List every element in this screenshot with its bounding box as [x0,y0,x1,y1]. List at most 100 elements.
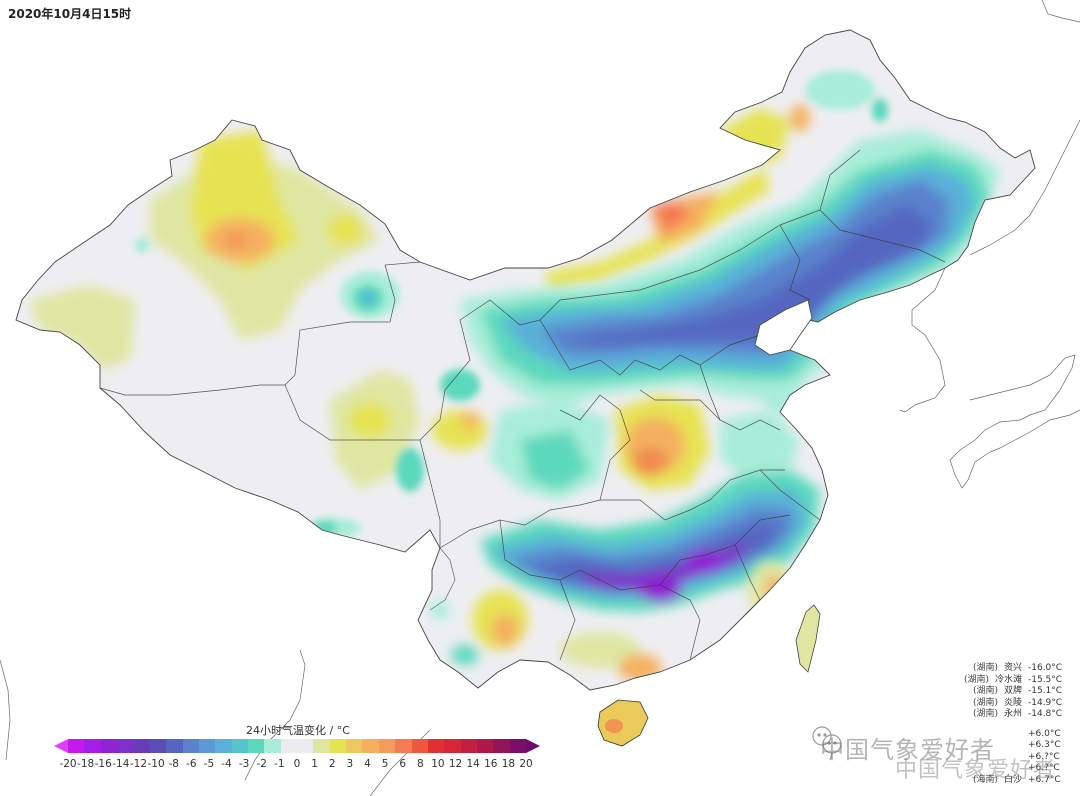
legend-tick: -2 [256,758,268,770]
legend-tick: -14 [112,758,130,770]
legend-tick: -6 [186,758,197,770]
legend-cell [395,739,412,753]
station-row: (海南) 白沙 +6.7°C [964,775,1070,787]
legend-tick: -16 [94,758,112,770]
legend-tick: -1 [274,758,285,770]
taiwan-island [795,604,821,673]
station-row: +6.3°C [964,740,1070,752]
station-value: -14.9°C [1028,697,1063,708]
temperature-field [30,70,1000,682]
station-province: (湖南) [963,674,989,685]
legend-tick: 16 [484,758,498,770]
legend-tick: 3 [346,758,354,770]
watermark-text-shadow: 中国气象爱好者 [895,758,1057,783]
legend-tick: -18 [77,758,95,770]
legend-cell [231,739,248,753]
station-value: +6.?°C [1028,763,1060,773]
hainan-warm-spot [605,719,623,733]
station-province: (湖南) [972,663,998,673]
station-row: +6.?°C [964,763,1070,775]
legend-tick: -10 [147,758,165,770]
legend-tick: -3 [238,758,250,770]
legend-tick: -20 [59,758,77,770]
legend-tick: 0 [293,758,301,770]
station-name: 炎陵 [1003,697,1022,708]
legend-tick: -12 [129,758,148,770]
legend-cell [166,739,183,753]
legend-tick: 2 [328,758,336,770]
legend-cell [264,739,281,753]
station-province: (湖南) [972,709,998,719]
hainan-island [597,699,649,747]
legend-cell [198,739,216,753]
legend-tick-labels: -20 -18 -16 -14 -12 -10 -8 -6 -5 -4 -3 -2 -1 0 1 2 3 4 5 6 8… [59,758,532,772]
station-province: (湖南) [972,686,998,696]
station-value: -15.1°C [1028,686,1063,696]
station-value: -16.0°C [1028,663,1063,673]
legend-cell [313,739,330,753]
station-value: +6.3°C [1028,740,1061,750]
legend-tick: 1 [311,758,318,770]
legend-cell [378,739,396,753]
legend-cell [297,739,314,753]
legend-tick: -8 [168,758,179,770]
station-province: (湖南) [972,697,998,708]
watermark-text: 中国气象爱好者 [820,736,995,764]
legend-tick: 12 [448,758,463,770]
legend-title: 24小时气温变化 / °C [246,724,350,737]
station-row: (湖南) 永州 -14.8°C [964,709,1070,721]
legend-cell [509,739,527,753]
station-name: 白沙 [1003,774,1022,785]
station-name: 资兴 [1003,663,1022,673]
station-row: (湖南) 资兴 -16.0°C [964,663,1070,675]
legend-cell [411,739,428,753]
station-value: +6.0°C [1028,728,1061,739]
legend-tick: -4 [221,758,232,770]
map-title: 2020年10月4日15时 [8,7,132,21]
legend-cell [133,739,150,753]
legend-tick: 10 [431,758,445,770]
station-row: +6.?°C [964,752,1070,764]
legend-tick: 6 [399,758,407,770]
station-row: (湖南) 冷水滩 -15.5°C [964,675,1070,687]
station-value: +6.7°C [1028,774,1061,785]
province-borders [99,149,946,661]
station-name: 冷水滩 [994,674,1022,685]
station-row: (湖南) 双牌 -15.1°C [964,686,1070,698]
station-province: (海南) [972,774,998,785]
legend-cell [346,739,363,753]
legend-cell [329,739,347,753]
legend-cell [215,739,232,753]
legend-cell [427,739,445,753]
legend-cell [100,739,118,753]
station-name: 永州 [1003,709,1022,719]
legend-tick: 8 [416,758,424,770]
station-row: (湖南) 炎陵 -14.9°C [964,698,1070,710]
legend-cell [68,739,85,753]
station-value: -15.5°C [1028,674,1063,685]
station-extremes: (湖南) 资兴 -16.0°C (湖南) 冷水滩 -15.5°C (湖南) 双牌… [964,663,1070,786]
legend-colorbar [54,739,541,753]
station-name: 双牌 [1003,686,1022,696]
legend-underflow-arrow [54,739,68,753]
legend-cell [444,739,461,753]
legend-cell [84,739,101,753]
bohai-sea [754,299,813,356]
station-value: -14.8°C [1028,709,1063,719]
legend-tick: 20 [519,758,533,770]
legend-cell [182,739,199,753]
legend-tick: 5 [381,758,389,770]
legend-tick: 18 [501,758,516,770]
legend-cell [149,739,167,753]
station-value: +6.?°C [1028,751,1060,762]
legend-tick: 14 [466,758,480,770]
legend-cell [362,739,379,753]
legend-tick: 4 [364,758,371,770]
legend-overflow-arrow [526,739,541,753]
legend-cell [117,739,134,753]
legend-cell [247,739,265,753]
legend-cell [493,739,510,753]
wechat-mascot-icon [812,726,842,760]
